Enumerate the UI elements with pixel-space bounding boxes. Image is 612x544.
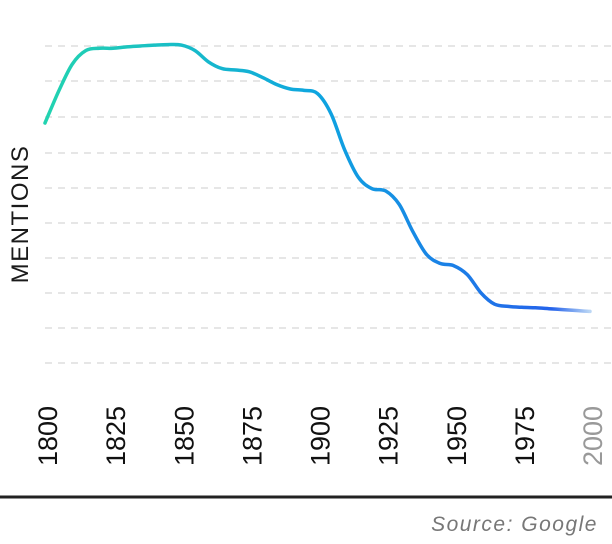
x-tick-label: 1925 [374,406,404,466]
gridlines [45,45,612,364]
x-tick-label: 1950 [442,406,472,466]
series-line-1 [43,42,592,314]
x-tick-label: 1875 [237,406,267,466]
source-credit: Source: Google [431,513,598,536]
series-lines [43,42,592,314]
x-tick-label: 1800 [33,406,63,466]
x-tick-label: 1900 [306,406,336,466]
x-tick-label: 2000 [578,406,608,466]
x-tick-label: 1975 [510,406,540,466]
x-tick-label: 1850 [169,406,199,466]
y-axis-label: MENTIONS [7,144,34,284]
x-tick-label: 1825 [101,406,131,466]
x-tick-labels: 1800 1825 1850 1875 1900 1925 1950 1975 2000 [33,406,608,466]
